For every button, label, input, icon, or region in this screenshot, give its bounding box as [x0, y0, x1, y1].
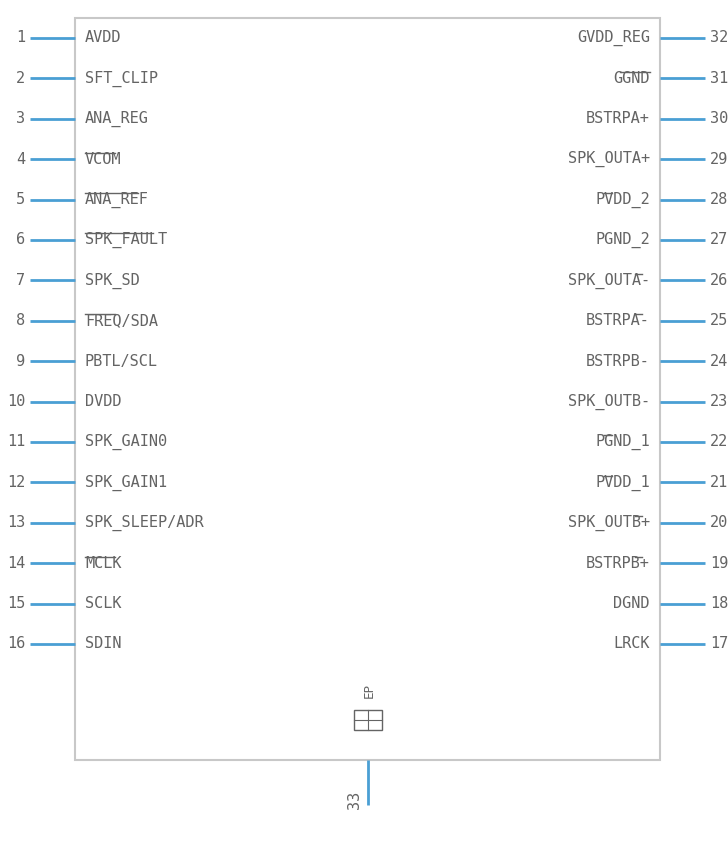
Text: 16: 16	[7, 636, 25, 652]
Text: LRCK: LRCK	[614, 636, 650, 652]
Text: 8: 8	[16, 314, 25, 328]
Text: AVDD: AVDD	[85, 31, 122, 45]
Text: PVDD_2: PVDD_2	[596, 192, 650, 208]
Text: 14: 14	[7, 556, 25, 571]
Text: SPK_GAIN0: SPK_GAIN0	[85, 434, 167, 450]
Text: 23: 23	[710, 394, 728, 409]
Text: 6: 6	[16, 233, 25, 247]
Text: BSTRPB-: BSTRPB-	[586, 354, 650, 369]
Text: SPK_SD: SPK_SD	[85, 273, 140, 289]
Text: 29: 29	[710, 152, 728, 167]
Text: DVDD: DVDD	[85, 394, 122, 409]
Text: PVDD_1: PVDD_1	[596, 475, 650, 491]
Text: BSTRPB+: BSTRPB+	[586, 556, 650, 571]
Text: PBTL/SCL: PBTL/SCL	[85, 354, 158, 369]
Text: SPK_FAULT: SPK_FAULT	[85, 232, 167, 248]
Text: SPK_OUTB-: SPK_OUTB-	[568, 394, 650, 410]
Text: 9: 9	[16, 354, 25, 369]
Text: EP: EP	[363, 683, 376, 698]
Text: 25: 25	[710, 314, 728, 328]
Text: 31: 31	[710, 71, 728, 86]
Text: BSTRPA-: BSTRPA-	[586, 314, 650, 328]
Text: DGND: DGND	[614, 596, 650, 611]
Text: 13: 13	[7, 515, 25, 530]
Bar	[354, 710, 381, 730]
Text: SCLK: SCLK	[85, 596, 122, 611]
Text: SDIN: SDIN	[85, 636, 122, 652]
Text: 33: 33	[347, 791, 362, 809]
Text: 32: 32	[710, 31, 728, 45]
Text: SFT_CLIP: SFT_CLIP	[85, 71, 158, 87]
Text: 26: 26	[710, 273, 728, 288]
Text: 30: 30	[710, 112, 728, 126]
Text: 15: 15	[7, 596, 25, 611]
Text: 28: 28	[710, 192, 728, 207]
Text: SPK_OUTA-: SPK_OUTA-	[568, 273, 650, 289]
Text: SPK_OUTA+: SPK_OUTA+	[568, 151, 650, 167]
Text: 27: 27	[710, 233, 728, 247]
Text: GVDD_REG: GVDD_REG	[577, 30, 650, 46]
Bar	[75, 18, 660, 760]
Text: 17: 17	[710, 636, 728, 652]
Text: FREQ/SDA: FREQ/SDA	[85, 314, 158, 328]
Text: 19: 19	[710, 556, 728, 571]
Text: ANA_REG: ANA_REG	[85, 111, 149, 127]
Text: 3: 3	[16, 112, 25, 126]
Text: 4: 4	[16, 152, 25, 167]
Text: 11: 11	[7, 435, 25, 450]
Text: 12: 12	[7, 475, 25, 490]
Text: 24: 24	[710, 354, 728, 369]
Text: ANA_REF: ANA_REF	[85, 192, 149, 208]
Text: PGND_2: PGND_2	[596, 232, 650, 248]
Text: 21: 21	[710, 475, 728, 490]
Text: VCOM: VCOM	[85, 152, 122, 167]
Text: SPK_OUTB+: SPK_OUTB+	[568, 515, 650, 531]
Text: SPK_SLEEP/ADR: SPK_SLEEP/ADR	[85, 515, 204, 531]
Text: GGND: GGND	[614, 71, 650, 86]
Text: PGND_1: PGND_1	[596, 434, 650, 450]
Text: BSTRPA+: BSTRPA+	[586, 112, 650, 126]
Text: 22: 22	[710, 435, 728, 450]
Text: 1: 1	[16, 31, 25, 45]
Text: 18: 18	[710, 596, 728, 611]
Text: SPK_GAIN1: SPK_GAIN1	[85, 475, 167, 491]
Text: 5: 5	[16, 192, 25, 207]
Text: 2: 2	[16, 71, 25, 86]
Text: 20: 20	[710, 515, 728, 530]
Text: 10: 10	[7, 394, 25, 409]
Text: 7: 7	[16, 273, 25, 288]
Text: MCLK: MCLK	[85, 556, 122, 571]
